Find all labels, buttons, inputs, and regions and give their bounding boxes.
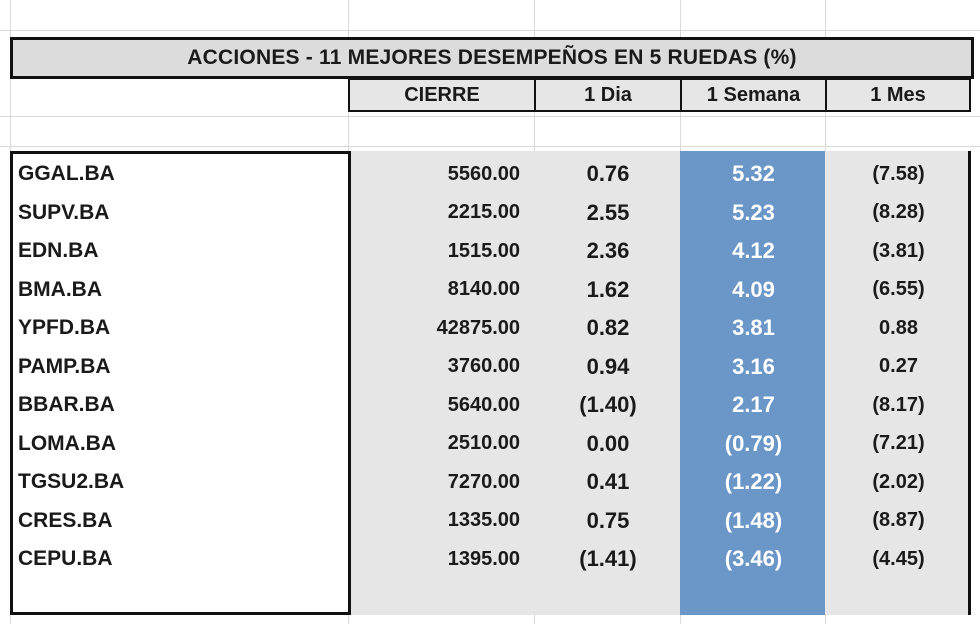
header-1-mes: 1 Mes: [825, 78, 971, 112]
ticker-cell: SUPV.BA: [18, 200, 110, 224]
dia-cell: 0.00: [586, 430, 630, 456]
header-cierre: CIERRE: [348, 78, 536, 112]
mes-cell: (6.55): [872, 278, 925, 301]
cierre-cell: 5640.00: [447, 393, 520, 416]
ticker-cell: TGSU2.BA: [18, 470, 125, 494]
semana-cell: 3.16: [732, 353, 775, 379]
dia-cell: 0.75: [586, 507, 630, 533]
semana-cell: (0.79): [724, 430, 783, 456]
mes-cell: (2.02): [872, 470, 925, 493]
column-cierre: [348, 151, 536, 615]
semana-cell: (1.48): [724, 507, 783, 533]
ticker-cell: CRES.BA: [18, 508, 113, 532]
semana-cell: 5.23: [732, 199, 775, 225]
mes-cell: (8.28): [872, 201, 925, 224]
dia-cell: 0.82: [586, 315, 630, 341]
semana-cell: 5.32: [732, 161, 775, 187]
cierre-cell: 3760.00: [447, 355, 520, 378]
gridline: [0, 116, 980, 117]
mes-cell: (8.87): [872, 509, 925, 532]
dia-cell: 1.62: [586, 276, 630, 302]
semana-cell: 4.09: [732, 276, 775, 302]
cierre-cell: 8140.00: [447, 278, 520, 301]
mes-cell: (3.81): [872, 239, 925, 262]
table-title: ACCIONES - 11 MEJORES DESEMPEÑOS EN 5 RU…: [10, 37, 974, 79]
table-row: BBAR.BA 5640.00 (1.40) 2.17 (8.17): [10, 386, 971, 425]
table-row: GGAL.BA 5560.00 0.76 5.32 (7.58): [10, 155, 971, 194]
mes-cell: (4.45): [872, 547, 925, 570]
ticker-cell: LOMA.BA: [18, 431, 116, 455]
dia-cell: 0.94: [586, 353, 630, 379]
dia-cell: 0.41: [586, 469, 630, 495]
table-row: PAMP.BA 3760.00 0.94 3.16 0.27: [10, 348, 971, 387]
ticker-cell: GGAL.BA: [18, 162, 115, 186]
ticker-cell: BBAR.BA: [18, 393, 115, 417]
header-1-dia: 1 Dia: [534, 78, 682, 112]
cierre-cell: 7270.00: [447, 470, 520, 493]
header-1-semana: 1 Semana: [680, 78, 827, 112]
table-rows: GGAL.BA 5560.00 0.76 5.32 (7.58) SUPV.BA…: [10, 155, 971, 579]
mes-cell: (8.17): [872, 393, 925, 416]
column-1-mes: [825, 151, 971, 615]
table-row: LOMA.BA 2510.00 0.00 (0.79) (7.21): [10, 425, 971, 464]
mes-cell: 0.27: [879, 355, 918, 378]
mes-cell: (7.58): [872, 162, 925, 185]
table-row: TGSU2.BA 7270.00 0.41 (1.22) (2.02): [10, 463, 971, 502]
semana-cell: 3.81: [732, 315, 775, 341]
semana-cell: (1.22): [724, 469, 783, 495]
table-row: SUPV.BA 2215.00 2.55 5.23 (8.28): [10, 194, 971, 233]
mes-cell: 0.88: [879, 316, 918, 339]
table-row: EDN.BA 1515.00 2.36 4.12 (3.81): [10, 232, 971, 271]
cierre-cell: 1335.00: [447, 509, 520, 532]
gridline: [0, 146, 980, 147]
cierre-cell: 2215.00: [447, 201, 520, 224]
table-row: YPFD.BA 42875.00 0.82 3.81 0.88: [10, 309, 971, 348]
cierre-cell: 2510.00: [447, 432, 520, 455]
mes-cell: (7.21): [872, 432, 925, 455]
semana-cell: (3.46): [724, 546, 783, 572]
dia-cell: (1.41): [579, 546, 637, 572]
table-row: BMA.BA 8140.00 1.62 4.09 (6.55): [10, 271, 971, 310]
ticker-cell: PAMP.BA: [18, 354, 111, 378]
semana-cell: 2.17: [732, 392, 775, 418]
cierre-cell: 42875.00: [436, 316, 520, 339]
dia-cell: 2.36: [586, 238, 630, 264]
cierre-cell: 5560.00: [447, 162, 520, 185]
cierre-cell: 1515.00: [447, 239, 520, 262]
dia-cell: 2.55: [586, 199, 630, 225]
cierre-cell: 1395.00: [447, 547, 520, 570]
ticker-cell: BMA.BA: [18, 277, 102, 301]
table-row: CEPU.BA 1395.00 (1.41) (3.46) (4.45): [10, 540, 971, 579]
ticker-cell: EDN.BA: [18, 239, 99, 263]
ticker-cell: YPFD.BA: [18, 316, 111, 340]
dia-cell: (1.40): [579, 392, 637, 418]
gridline: [0, 30, 980, 31]
table-row: CRES.BA 1335.00 0.75 (1.48) (8.87): [10, 502, 971, 541]
dia-cell: 0.76: [586, 161, 630, 187]
semana-cell: 4.12: [732, 238, 775, 264]
ticker-cell: CEPU.BA: [18, 547, 113, 571]
column-1-semana-highlight: [680, 151, 827, 615]
